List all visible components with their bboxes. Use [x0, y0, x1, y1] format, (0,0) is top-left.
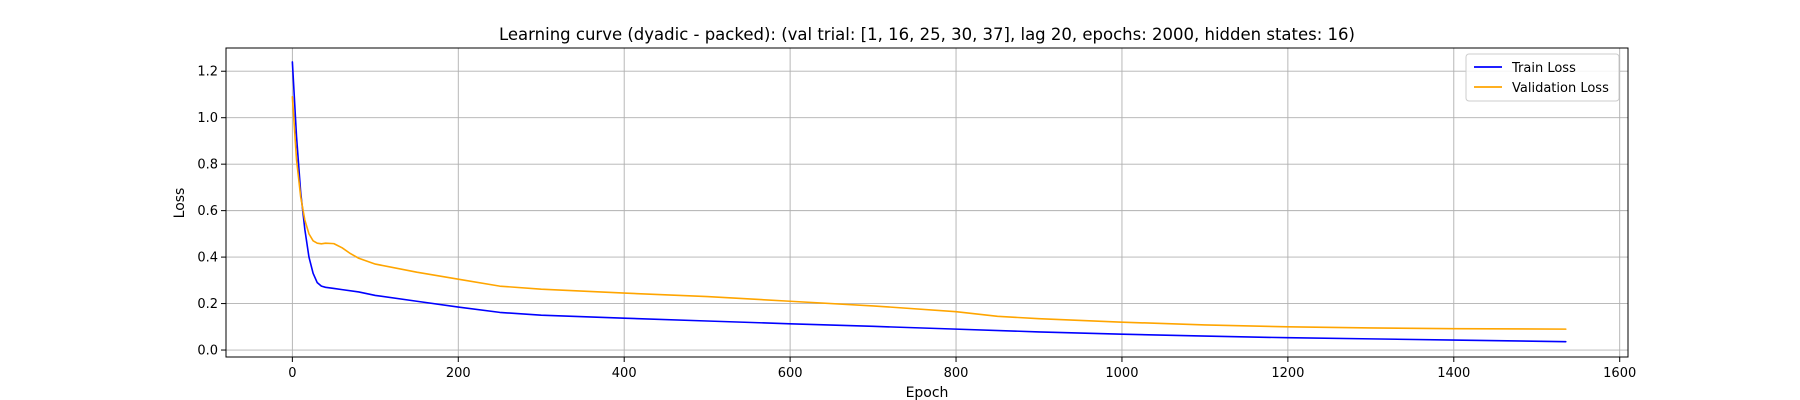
- grid-lines: [226, 48, 1628, 357]
- x-tick-label: 400: [612, 366, 637, 381]
- legend-label-validation-loss: Validation Loss: [1512, 81, 1609, 96]
- x-axis-label: Epoch: [906, 385, 949, 400]
- x-tick-label: 1600: [1603, 366, 1636, 381]
- x-tick-label: 200: [446, 366, 471, 381]
- series-line-validation-loss: [291, 95, 1567, 330]
- y-tick-label: 0.2: [197, 297, 218, 312]
- x-tick-label: 1400: [1437, 366, 1470, 381]
- y-tick-label: 1.0: [197, 111, 218, 126]
- y-tick-label: 1.2: [197, 65, 218, 80]
- y-tick-label: 0.4: [197, 251, 218, 266]
- legend: Train Loss Validation Loss: [1465, 53, 1620, 102]
- x-tick-label: 0: [288, 366, 296, 381]
- x-tick-label: 800: [944, 366, 969, 381]
- y-tick-label: 0.6: [197, 204, 218, 219]
- x-tick-label: 600: [778, 366, 803, 381]
- y-tick-label: 0.8: [197, 158, 218, 173]
- x-tick-label: 1000: [1105, 366, 1138, 381]
- chart-title: Learning curve (dyadic - packed): (val t…: [499, 25, 1355, 44]
- y-axis-ticks: 0.0 0.2 0.4 0.6 0.8 1.0 1.2: [197, 65, 226, 359]
- plot-frame: [225, 47, 1629, 358]
- x-axis-ticks: 0 200 400 600 800 1000 1200 1400 1600: [288, 357, 1636, 381]
- x-tick-label: 1200: [1271, 366, 1304, 381]
- y-axis-label: Loss: [172, 188, 188, 219]
- series-line-train-loss: [291, 61, 1567, 343]
- y-tick-label: 0.0: [197, 344, 218, 359]
- series-lines: [291, 61, 1567, 343]
- legend-box: [1465, 53, 1620, 102]
- legend-label-train-loss: Train Loss: [1511, 61, 1576, 76]
